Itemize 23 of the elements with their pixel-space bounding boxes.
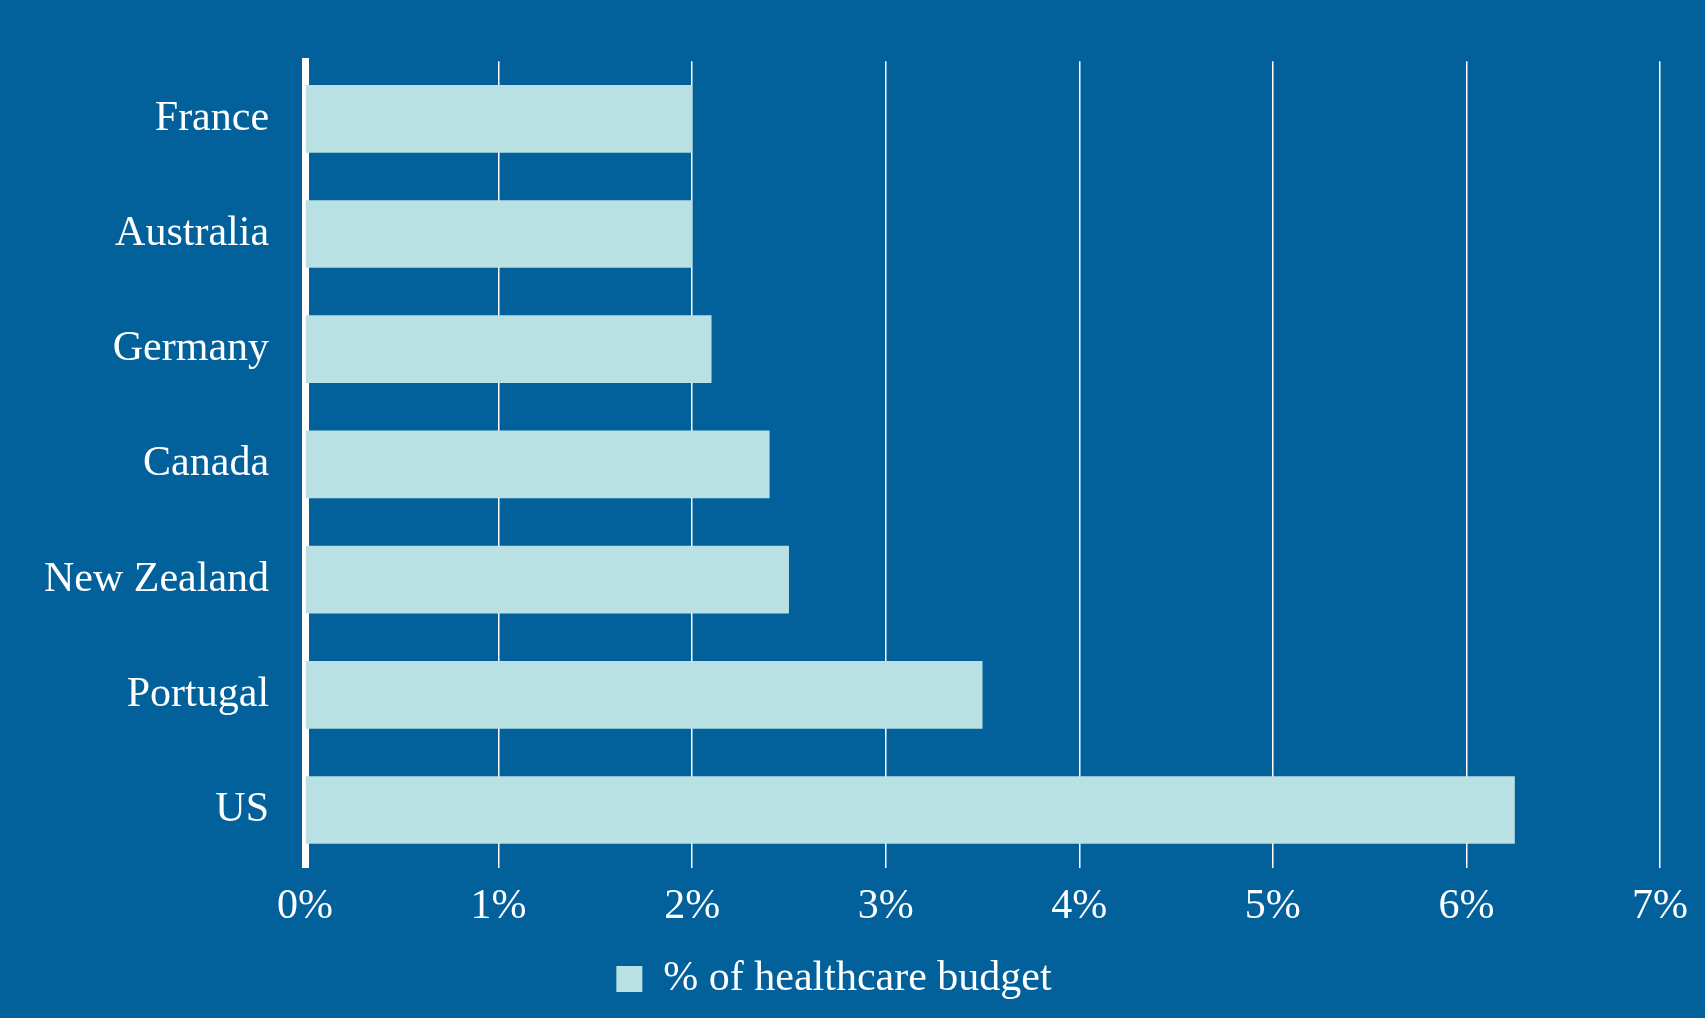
y-tick-label: New Zealand	[43, 553, 270, 600]
x-tick-label: 2%	[664, 880, 721, 927]
bar	[305, 315, 712, 384]
y-tick-label: Portugal	[126, 668, 270, 715]
bar	[305, 660, 983, 729]
y-tick-label: Canada	[143, 438, 270, 485]
bar	[305, 200, 693, 268]
x-tick-label: 5%	[1244, 880, 1301, 927]
y-tick-label: US	[215, 784, 270, 831]
x-tick-label: 4%	[1051, 880, 1108, 927]
x-tick-label: 0%	[277, 880, 334, 927]
y-tick-label: Australia	[115, 208, 270, 255]
bar	[305, 84, 693, 153]
legend-label: % of healthcare budget	[663, 953, 1052, 1000]
x-tick-label: 3%	[857, 880, 914, 927]
bar	[305, 430, 770, 499]
y-tick-label: Germany	[112, 323, 270, 370]
bar	[305, 776, 1515, 844]
y-tick-label: France	[154, 92, 270, 139]
x-tick-label: 7%	[1632, 880, 1688, 927]
bar	[305, 545, 789, 614]
x-tick-label: 1%	[470, 880, 527, 927]
x-tick-label: 6%	[1438, 880, 1495, 927]
